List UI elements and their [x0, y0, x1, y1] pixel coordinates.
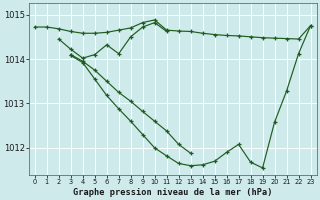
X-axis label: Graphe pression niveau de la mer (hPa): Graphe pression niveau de la mer (hPa) [73, 188, 272, 197]
